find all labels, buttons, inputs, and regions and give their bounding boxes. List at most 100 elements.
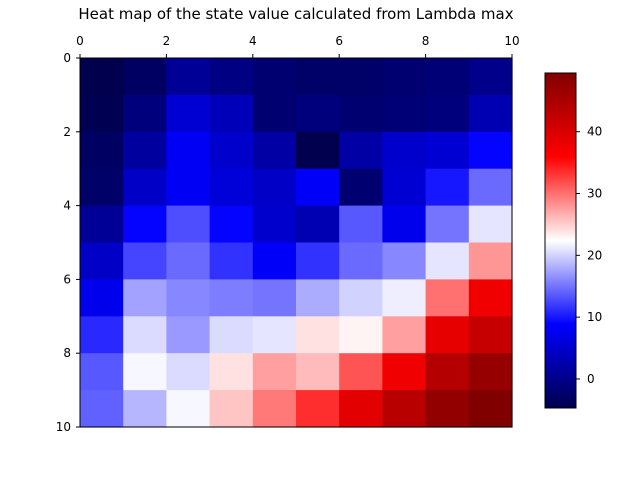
heatmap-cell — [382, 168, 427, 207]
heatmap-cell — [425, 131, 470, 170]
heatmap-cell — [296, 205, 340, 244]
heatmap-cell — [252, 58, 297, 96]
heatmap-cell — [425, 58, 470, 96]
heatmap-cell — [425, 353, 470, 391]
heatmap-cell — [382, 242, 427, 280]
heatmap-cell — [252, 168, 297, 207]
heatmap-cell — [468, 205, 513, 244]
heatmap-cell — [382, 316, 427, 354]
heatmap-cell — [252, 242, 297, 280]
heatmap-cell — [80, 58, 124, 96]
heatmap-cell — [339, 242, 383, 280]
colorbar-axis: 0 10 20 30 40 — [576, 125, 602, 386]
heatmap-cell — [80, 316, 124, 354]
y-tick-label: 6 — [63, 272, 71, 286]
heatmap-cell — [209, 94, 254, 133]
heatmap-cell — [252, 279, 297, 317]
heatmap-cell — [339, 94, 383, 133]
x-tick-label: 10 — [504, 34, 519, 48]
colorbar-gradient — [544, 72, 577, 409]
heatmap-cell — [296, 279, 340, 317]
y-tick-label: 0 — [63, 51, 71, 65]
heatmap-cell — [468, 58, 513, 96]
heatmap-cell — [252, 353, 297, 391]
heatmap-cell — [166, 279, 211, 317]
heatmap-cell — [468, 242, 513, 280]
heatmap-cell — [80, 168, 124, 207]
heatmap-cell — [80, 131, 124, 170]
heatmap-cell — [339, 131, 383, 170]
x-tick-label: 2 — [163, 34, 171, 48]
heatmap-cell — [425, 168, 470, 207]
heatmap-cell — [382, 205, 427, 244]
heatmap-cell — [123, 353, 167, 391]
x-tick-label: 0 — [76, 34, 84, 48]
heatmap-cell — [123, 316, 167, 354]
y-tick-label: 10 — [56, 420, 71, 434]
heatmap-cell — [382, 94, 427, 133]
heatmap-cell — [123, 168, 167, 207]
heatmap-cell — [252, 94, 297, 133]
heatmap-cell — [468, 131, 513, 170]
heatmap-cell — [209, 168, 254, 207]
heatmap-cell — [468, 168, 513, 207]
heatmap-cell — [296, 168, 340, 207]
heatmap-cell — [166, 168, 211, 207]
heatmap-cell — [123, 205, 167, 244]
chart-title: Heat map of the state value calculated f… — [78, 5, 514, 23]
colorbar-tick-label: 40 — [587, 125, 602, 139]
heatmap-cell — [209, 279, 254, 317]
y-tick-label: 2 — [63, 125, 71, 139]
heatmap-cell — [425, 316, 470, 354]
heatmap-cell — [252, 205, 297, 244]
heatmap-cell — [339, 279, 383, 317]
x-tick-label: 6 — [335, 34, 343, 48]
heatmap-cell — [339, 390, 383, 428]
heatmap-cell — [166, 390, 211, 428]
heatmap-cell — [123, 94, 167, 133]
heatmap-cell — [296, 316, 340, 354]
heatmap-cell — [209, 390, 254, 428]
heatmap-cell — [123, 279, 167, 317]
colorbar-tick-label: 30 — [587, 187, 602, 201]
heatmap-cell — [209, 316, 254, 354]
heatmap-cell — [425, 242, 470, 280]
heatmap-cell — [296, 94, 340, 133]
heatmap-cell — [382, 390, 427, 428]
heatmap-cell — [382, 279, 427, 317]
colorbar-tick-label: 10 — [587, 310, 602, 324]
heatmap-cell — [80, 94, 124, 133]
colorbar-tick-label: 0 — [587, 372, 595, 386]
heatmap-cell — [339, 205, 383, 244]
heatmap-cell — [166, 205, 211, 244]
heatmap-cell — [468, 94, 513, 133]
heatmap-axes: 0 2 4 6 8 10 0 2 4 6 8 10 — [56, 34, 520, 434]
heatmap-cell — [382, 58, 427, 96]
heatmap-cell — [252, 390, 297, 428]
heatmap-cell — [209, 205, 254, 244]
heatmap-cell — [382, 353, 427, 391]
heatmap-cell — [296, 353, 340, 391]
heatmap-cell — [339, 353, 383, 391]
heatmap-cell — [296, 390, 340, 428]
y-tick-label: 4 — [63, 199, 71, 213]
heatmap-cells — [80, 58, 513, 428]
heatmap-cell — [123, 131, 167, 170]
heatmap-cell — [425, 390, 470, 428]
plot-frame — [79, 57, 513, 428]
heatmap-cell — [166, 94, 211, 133]
x-tick-label: 4 — [249, 34, 257, 48]
heatmap-cell — [339, 316, 383, 354]
heatmap-cell — [425, 205, 470, 244]
heatmap-cell — [468, 316, 513, 354]
heatmap-cell — [166, 131, 211, 170]
heatmap-cell — [209, 58, 254, 96]
heatmap-cell — [209, 242, 254, 280]
heatmap-cell — [209, 131, 254, 170]
heatmap-cell — [166, 242, 211, 280]
heatmap-cell — [80, 353, 124, 391]
heatmap-cell — [123, 58, 167, 96]
heatmap-cell — [209, 353, 254, 391]
